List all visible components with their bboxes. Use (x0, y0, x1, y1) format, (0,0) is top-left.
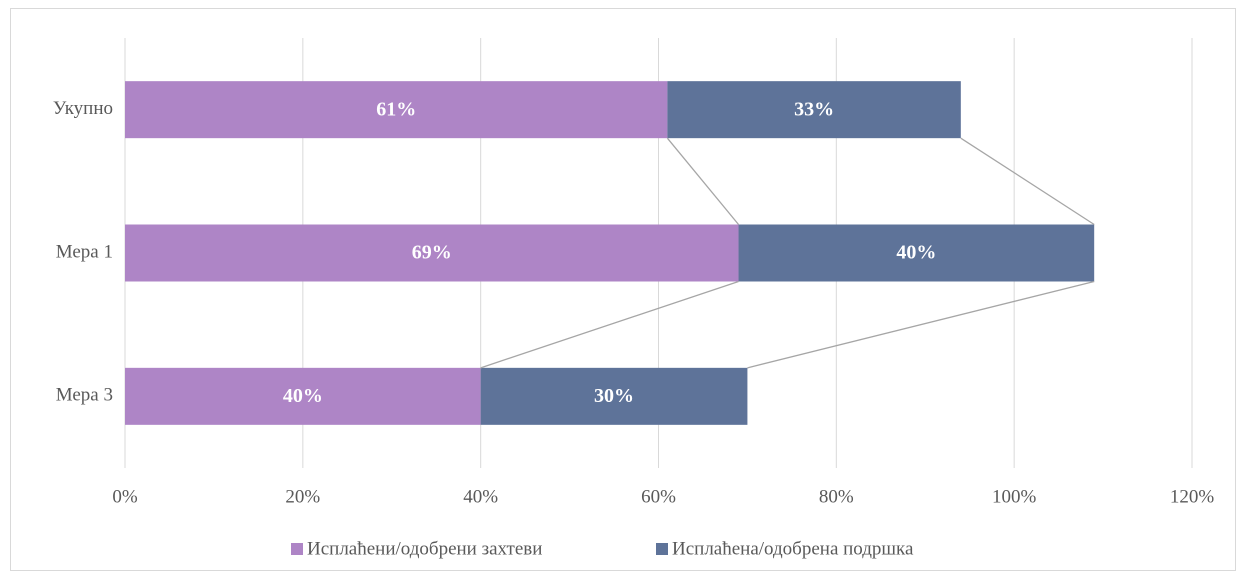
y-tick-label: Мера 3 (56, 385, 113, 406)
value-label: 30% (594, 385, 634, 407)
value-label: 40% (896, 242, 936, 264)
series-line (960, 137, 1095, 226)
value-label: 40% (283, 385, 323, 407)
series-line (480, 280, 739, 369)
bar-segment (125, 224, 739, 282)
value-label: 69% (412, 242, 452, 264)
legend-label: Исплаћени/одобрени захтеви (307, 538, 542, 559)
y-tick-label: Мера 1 (56, 241, 113, 262)
x-tick-label: 0% (112, 486, 138, 507)
legend-label: Исплаћена/одобрена подршка (672, 538, 914, 559)
bar-segment (480, 367, 748, 425)
x-tick-label: 60% (641, 486, 676, 507)
legend-swatch (656, 543, 668, 555)
bar-segment (125, 367, 481, 425)
series-line (666, 137, 740, 225)
y-tick-label: Укупно (53, 98, 113, 119)
x-tick-label: 80% (819, 486, 854, 507)
bar-segment (125, 81, 668, 139)
bar-segment (738, 224, 1095, 282)
value-label: 61% (376, 98, 416, 120)
x-tick-label: 120% (1170, 486, 1215, 507)
legend-swatch (291, 543, 303, 555)
x-tick-label: 100% (992, 486, 1037, 507)
bar-segment (667, 81, 961, 139)
x-tick-label: 20% (285, 486, 320, 507)
value-label: 33% (794, 98, 834, 120)
series-line (747, 280, 1095, 369)
x-tick-label: 40% (463, 486, 498, 507)
